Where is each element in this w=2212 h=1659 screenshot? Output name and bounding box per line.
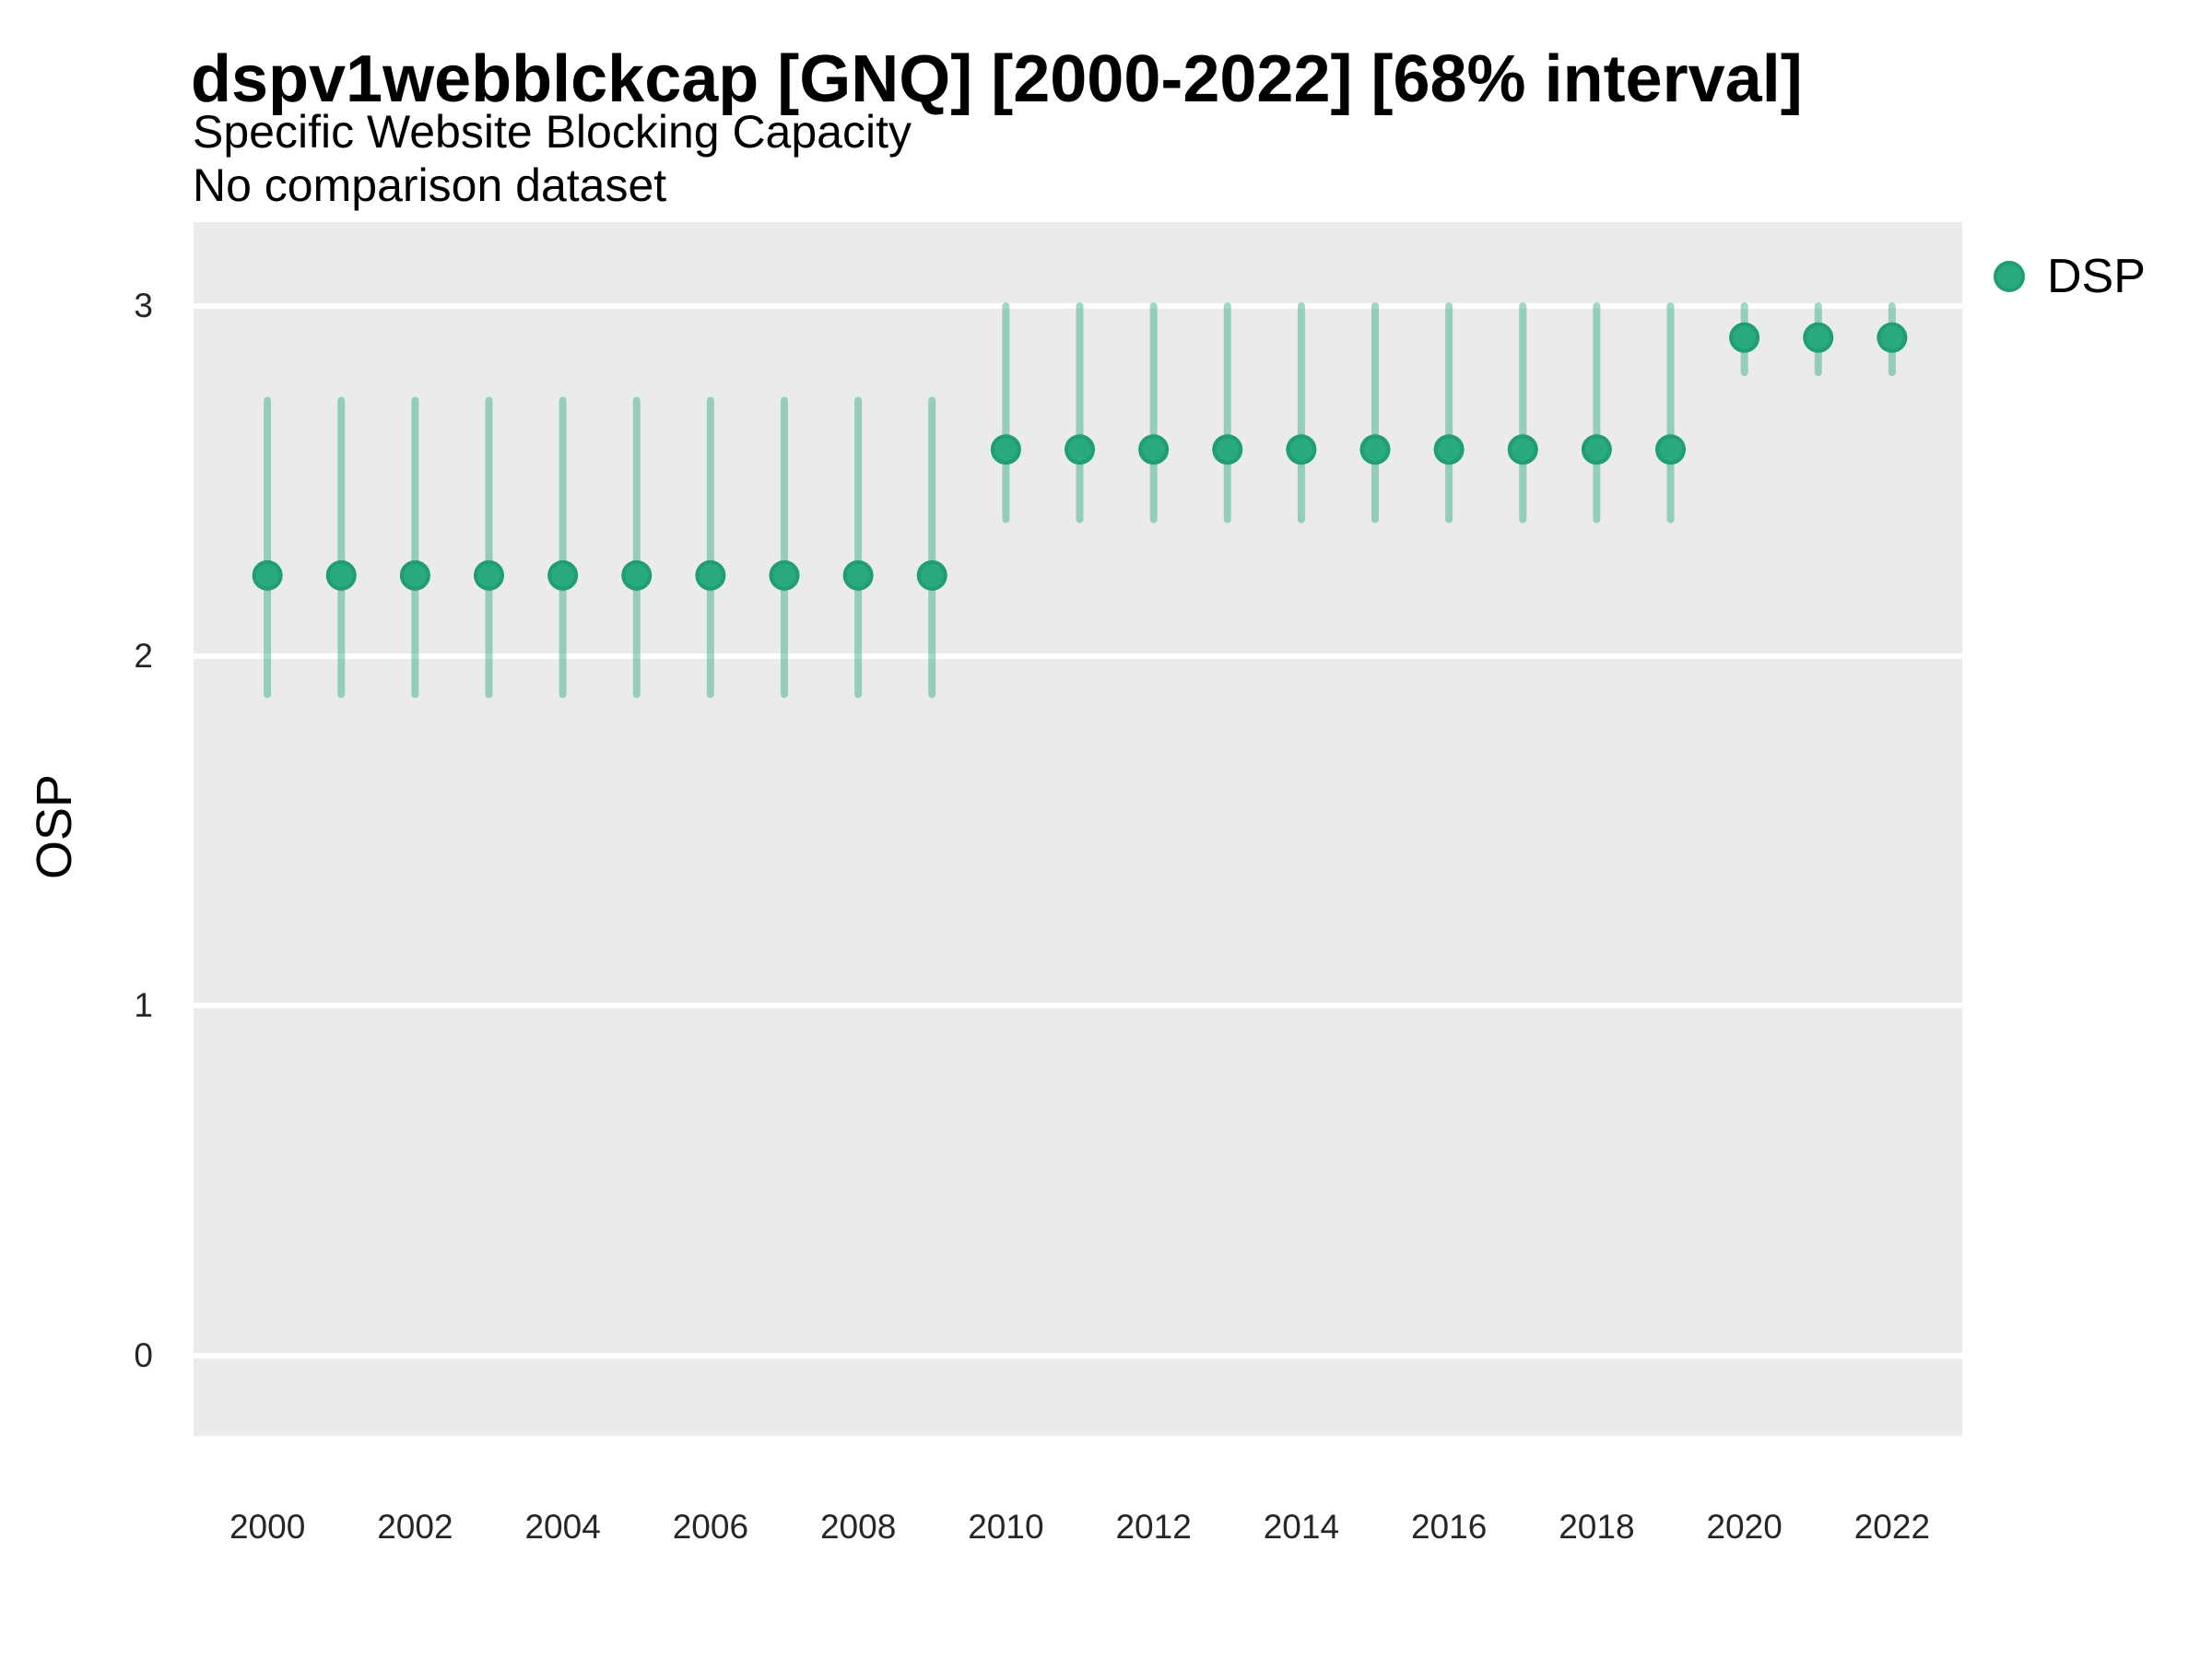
plot-panel [194, 222, 1962, 1436]
chart-title: dspv1webblckcap [GNQ] [2000-2022] [68% i… [191, 42, 1803, 116]
x-tick-label-2016: 2016 [1410, 1508, 1488, 1546]
point-2010 [990, 434, 1021, 465]
point-2000 [252, 559, 283, 591]
point-2019 [1655, 434, 1687, 465]
point-2002 [399, 559, 430, 591]
x-tick-label-2022: 2022 [1853, 1508, 1931, 1546]
x-tick-label-2002: 2002 [377, 1508, 453, 1546]
y-tick-label-1: 1 [134, 986, 153, 1025]
plot-canvas [252, 302, 1908, 699]
point-2005 [621, 559, 653, 591]
gridline-y-1 [194, 1003, 1962, 1009]
x-tick-label-2020: 2020 [1706, 1508, 1783, 1546]
x-tick-label-2014: 2014 [1263, 1508, 1340, 1546]
point-2007 [769, 559, 800, 591]
point-2022 [1877, 322, 1908, 353]
point-2012 [1138, 434, 1170, 465]
x-tick-label-2006: 2006 [672, 1508, 749, 1546]
point-2020 [1729, 322, 1760, 353]
point-2004 [547, 559, 579, 591]
y-tick-label-3: 3 [134, 287, 153, 325]
y-tick-label-0: 0 [134, 1335, 153, 1374]
point-2009 [916, 559, 947, 591]
x-tick-label-2004: 2004 [524, 1508, 601, 1546]
chart-note: No comparison dataset [193, 159, 667, 211]
point-2001 [325, 559, 357, 591]
point-2016 [1433, 434, 1465, 465]
gridline-y-0 [194, 1352, 1962, 1359]
legend: DSP [1994, 250, 2146, 303]
point-2011 [1065, 434, 1096, 465]
point-2021 [1803, 322, 1834, 353]
point-2017 [1507, 434, 1538, 465]
legend-marker-dsp [1994, 261, 2025, 292]
x-tick-label-2012: 2012 [1115, 1508, 1192, 1546]
y-axis-title: OSP [27, 773, 82, 880]
point-2003 [474, 559, 505, 591]
x-tick-label-2000: 2000 [229, 1508, 306, 1546]
gridline-y-3 [194, 303, 1962, 310]
legend-label-dsp: DSP [2047, 250, 2146, 303]
x-tick-label-2010: 2010 [968, 1508, 1044, 1546]
point-2008 [842, 559, 874, 591]
y-tick-label-2: 2 [134, 636, 153, 675]
point-2018 [1581, 434, 1612, 465]
x-tick-label-2018: 2018 [1559, 1508, 1635, 1546]
point-2013 [1212, 434, 1243, 465]
point-2006 [695, 559, 726, 591]
point-2015 [1359, 434, 1391, 465]
x-tick-label-2008: 2008 [819, 1508, 897, 1546]
gridline-y-2 [194, 653, 1962, 659]
point-2014 [1286, 434, 1317, 465]
chart-subtitle: Specific Website Blocking Capacity [193, 106, 912, 158]
